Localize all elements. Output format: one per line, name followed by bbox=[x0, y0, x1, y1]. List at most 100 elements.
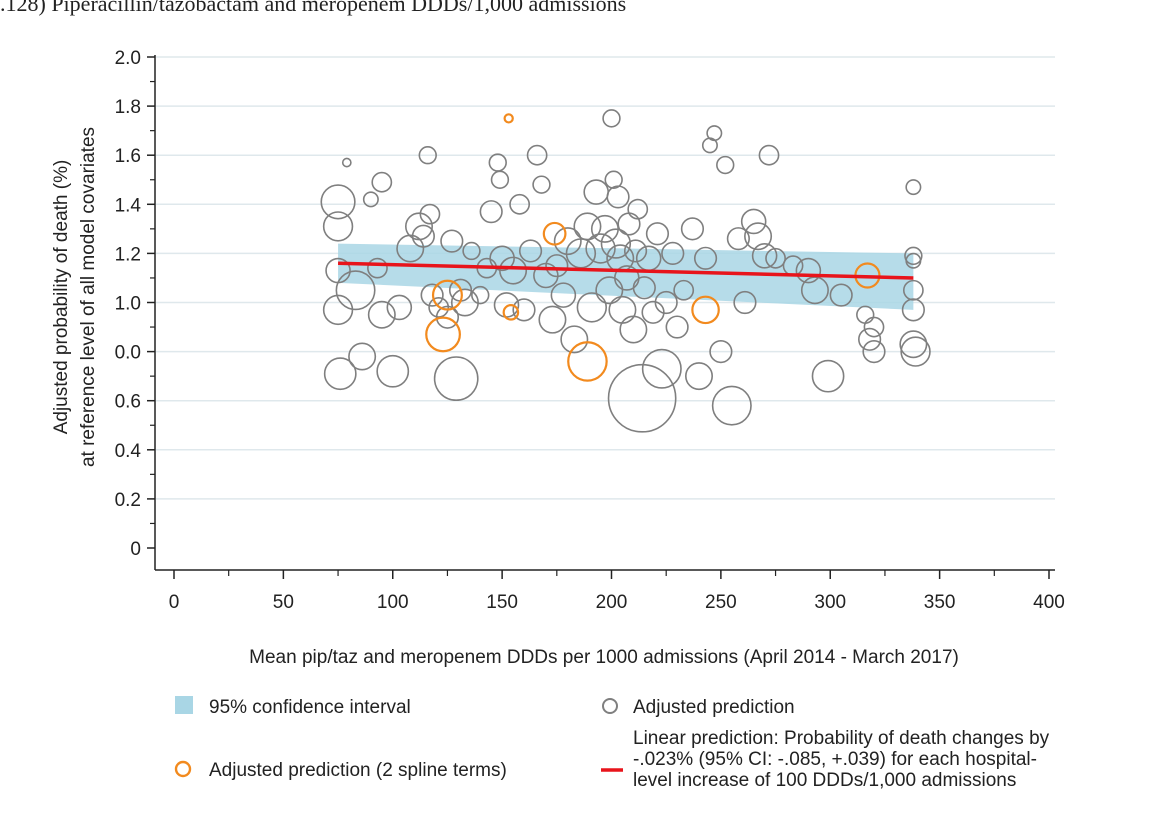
grey-bubble bbox=[435, 305, 460, 329]
grey-bubble bbox=[726, 227, 750, 251]
grey-bubble bbox=[348, 342, 377, 371]
legend: 95% confidence interval Adjusted predicti… bbox=[174, 696, 1050, 791]
grey-bubble bbox=[606, 185, 630, 209]
grey-bubble bbox=[420, 283, 444, 307]
grey-bubble bbox=[335, 270, 376, 311]
grey-bubble bbox=[512, 298, 536, 322]
legend-item: Adjusted prediction (2 spline terms) bbox=[174, 760, 507, 781]
grey-bubble bbox=[320, 184, 356, 220]
x-tick-label: 350 bbox=[924, 592, 956, 613]
y-tick-label: 0 bbox=[130, 539, 141, 560]
x-tick-label: 400 bbox=[1033, 592, 1065, 613]
grey-bubble bbox=[518, 239, 543, 263]
grey-bubble bbox=[576, 292, 608, 323]
grey-bubble bbox=[509, 193, 531, 215]
x-tick-label: 0 bbox=[169, 592, 180, 613]
grey-bubble bbox=[758, 144, 780, 166]
grey-bubble bbox=[560, 325, 589, 354]
orange-bubble bbox=[502, 304, 520, 321]
grey-bubble bbox=[619, 315, 648, 344]
legend-item: Adjusted prediction bbox=[602, 697, 795, 718]
grey-bubble bbox=[744, 222, 773, 251]
y-tick-label: 1.8 bbox=[115, 97, 141, 118]
grey-bubble bbox=[904, 246, 923, 266]
legend-label: Adjusted prediction (2 spline terms) bbox=[209, 760, 507, 781]
orange-bubble bbox=[567, 341, 608, 382]
grey-bubble bbox=[411, 224, 435, 248]
grey-bubble bbox=[858, 327, 882, 351]
y-axis: 0 0.2 0.4 0.6 0.0 1.0 1.2 1.4 1.6 1.8 2.0 bbox=[115, 48, 156, 570]
grey-bubble bbox=[583, 179, 609, 205]
grey-bubble bbox=[600, 228, 632, 259]
grey-bubble bbox=[693, 246, 718, 270]
y-tick-label: 0.4 bbox=[115, 441, 142, 462]
y-tick-label: 0.2 bbox=[115, 490, 141, 511]
grey-bubble bbox=[765, 247, 786, 269]
grey-bubble bbox=[665, 315, 689, 339]
grey-bubble bbox=[862, 340, 886, 364]
y-tick-label: 1.6 bbox=[115, 146, 141, 167]
grey-bubble bbox=[499, 256, 528, 285]
legend-label: Linear prediction: Probability of death … bbox=[633, 728, 1050, 749]
grey-bubble bbox=[418, 146, 437, 165]
grey-bubble bbox=[899, 330, 928, 359]
x-axis-title: Mean pip/taz and meropenem DDDs per 1000… bbox=[249, 647, 959, 668]
grey-bubble bbox=[376, 354, 410, 388]
grey-bubble bbox=[323, 357, 357, 391]
y-tick-label: 2.0 bbox=[115, 48, 141, 69]
y-tick-label: 1.4 bbox=[115, 195, 142, 216]
grey-bubble bbox=[645, 222, 670, 246]
grey-bubble bbox=[553, 227, 582, 256]
grey-bubble bbox=[905, 179, 922, 196]
grey-bubble bbox=[545, 254, 569, 278]
y-tick-label: 0.6 bbox=[115, 392, 141, 413]
legend-item: 95% confidence interval bbox=[175, 696, 411, 718]
orange-bubble bbox=[425, 316, 461, 353]
grey-bubble bbox=[654, 290, 678, 315]
grey-bubble bbox=[488, 153, 507, 172]
plot-area bbox=[320, 109, 931, 433]
legend-band-swatch bbox=[175, 696, 193, 714]
legend-label: 95% confidence interval bbox=[209, 697, 411, 718]
grey-bubble bbox=[604, 170, 623, 189]
grey-bubble bbox=[479, 200, 503, 224]
grey-bubble bbox=[711, 385, 752, 426]
grey-bubble bbox=[623, 239, 648, 263]
grey-bubble bbox=[404, 212, 433, 241]
x-tick-label: 50 bbox=[273, 592, 294, 613]
grey-bubble bbox=[440, 229, 464, 253]
grey-bubble bbox=[829, 283, 853, 307]
orange-bubble bbox=[542, 221, 567, 246]
grey-bubble bbox=[706, 125, 723, 142]
grey-bubble bbox=[462, 241, 481, 261]
grey-bubble bbox=[608, 295, 637, 324]
grey-bubble bbox=[526, 144, 548, 166]
grey-bubble bbox=[751, 243, 778, 269]
figure-caption: .128) Piperacillin/tazobactam and merope… bbox=[0, 0, 627, 16]
grey-bubble bbox=[661, 241, 685, 265]
x-tick-label: 150 bbox=[486, 592, 518, 613]
grey-bubble bbox=[341, 157, 352, 168]
grey-bubble bbox=[538, 305, 567, 334]
grey-bubble bbox=[863, 316, 885, 338]
grey-bubble bbox=[602, 109, 621, 128]
grey-bubble bbox=[901, 298, 925, 322]
grey-bubble bbox=[386, 294, 413, 321]
y-tick-label: 1.0 bbox=[115, 294, 141, 315]
grey-bubble bbox=[489, 245, 515, 272]
grey-bubble bbox=[322, 211, 354, 242]
grey-bubble bbox=[371, 171, 393, 193]
legend-label: -.023% (95% CI: -.085, +.039) for each h… bbox=[633, 749, 1037, 770]
x-tick-label: 300 bbox=[814, 592, 846, 613]
grey-bubble bbox=[607, 363, 677, 433]
grey-bubble bbox=[627, 198, 649, 220]
legend-orange-circle bbox=[174, 760, 192, 778]
y-tick-label: 1.2 bbox=[115, 244, 141, 265]
grey-bubble bbox=[490, 170, 510, 189]
grey-bubble bbox=[856, 305, 875, 324]
x-tick-label: 200 bbox=[596, 592, 628, 613]
grey-bubble bbox=[740, 208, 767, 235]
grey-bubble bbox=[532, 175, 551, 194]
grey-bubble bbox=[471, 285, 490, 305]
